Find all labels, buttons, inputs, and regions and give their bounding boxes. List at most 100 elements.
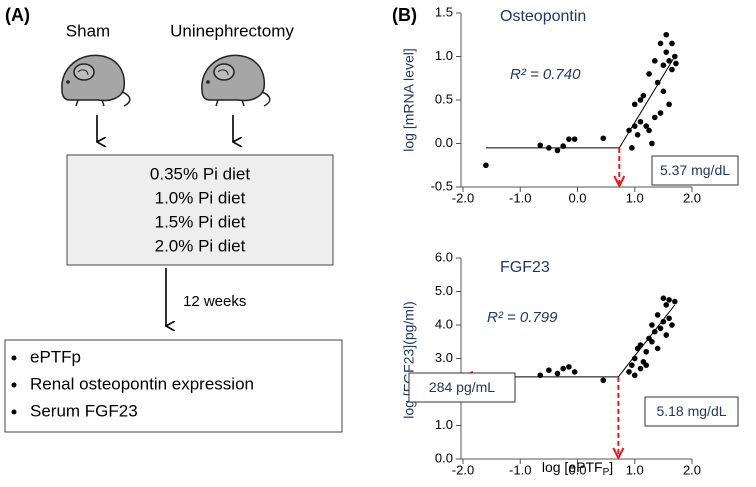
threshold-box — [644, 396, 739, 427]
data-point — [554, 370, 561, 377]
arrow-head — [612, 447, 625, 461]
data-point — [666, 58, 672, 64]
diet: 2.0% Pi diet — [155, 236, 246, 255]
data-point — [643, 349, 649, 355]
data-point — [663, 302, 670, 308]
x-tick-label: -1.0 — [509, 462, 531, 477]
data-point — [546, 367, 552, 374]
bullet — [11, 382, 17, 388]
outcome: Serum FGF23 — [30, 401, 138, 420]
data-point — [637, 118, 644, 125]
arrow-head — [613, 175, 626, 189]
data-point — [566, 136, 572, 142]
data-point — [654, 345, 661, 352]
data-point — [600, 377, 607, 384]
x-tick-label: -1.0 — [509, 190, 531, 205]
data-point — [657, 325, 664, 332]
diet: 1.0% Pi diet — [155, 188, 246, 207]
data-point — [637, 342, 644, 348]
data-point — [651, 114, 658, 121]
x-axis-label: log [ePTFP] — [542, 459, 613, 478]
x-tick-label: 0.0 — [568, 462, 586, 477]
x-axis-label-end: ] — [609, 459, 613, 475]
data-point — [643, 362, 649, 369]
x-tick-label: -2.0 — [452, 190, 474, 205]
data-point — [666, 315, 672, 322]
data-point — [672, 298, 678, 305]
bullet — [11, 355, 17, 361]
x-axis-label-main: log [ePTF — [542, 459, 603, 475]
x-tick-label: 1.0 — [626, 462, 644, 477]
data-point — [646, 127, 652, 134]
x-tick-label: 2.0 — [683, 190, 701, 205]
x-tick-label: 1.0 — [626, 190, 644, 205]
y-tick-label: 0.0 — [435, 450, 453, 465]
data-point — [546, 145, 552, 151]
y-tick-label: 1.0 — [435, 417, 453, 432]
data-point — [626, 127, 632, 134]
mouse-icon — [61, 54, 131, 107]
y-tick-label: 1.0 — [435, 48, 453, 63]
chart-title: Osteopontin — [500, 8, 586, 25]
r-squared: R² = 0.740 — [510, 66, 581, 83]
x-tick-label: -2.0 — [452, 462, 474, 477]
data-point — [554, 147, 561, 154]
data-point — [629, 145, 635, 151]
data-point — [631, 355, 638, 362]
data-point — [654, 79, 661, 86]
threshold-label: 5.18 mg/dL — [656, 403, 726, 419]
data-point — [660, 318, 667, 325]
data-point — [571, 136, 578, 142]
data-point — [657, 40, 664, 47]
threshold-label: 5.37 mg/dL — [660, 162, 730, 178]
data-point — [560, 143, 566, 149]
data-point — [637, 365, 644, 372]
data-point — [666, 101, 672, 108]
data-point — [571, 369, 578, 375]
data-point — [666, 297, 672, 303]
outcome: ePTFp — [30, 347, 81, 366]
data-point — [663, 332, 670, 338]
bullet — [11, 409, 17, 415]
data-point — [626, 369, 632, 375]
data-point — [669, 40, 675, 47]
data-point — [640, 92, 647, 99]
y-tick-label: -0.5 — [431, 178, 453, 193]
data-point — [483, 162, 489, 169]
data-point — [649, 338, 655, 345]
y-tick-label: 4.0 — [435, 316, 453, 331]
data-point — [566, 364, 572, 370]
y-axis-label: log [mRNA level] — [401, 48, 417, 151]
data-point — [673, 60, 679, 67]
threshold-label: 284 pg/mL — [429, 379, 495, 395]
diet: 1.5% Pi diet — [155, 212, 246, 231]
diet: 0.35% Pi diet — [150, 164, 250, 183]
threshold-box — [651, 155, 739, 186]
outcome-list: ePTFp Renal osteopontin expression Serum F… — [11, 347, 254, 420]
data-point — [651, 58, 658, 64]
data-point — [660, 295, 667, 302]
data-point — [631, 123, 638, 129]
data-point — [672, 53, 678, 60]
panel-label: (B) — [392, 5, 417, 25]
data-point — [600, 135, 607, 142]
data-point — [537, 142, 544, 149]
data-point — [669, 66, 675, 73]
y-tick-label: 6.0 — [435, 249, 453, 264]
diet-box — [66, 154, 334, 266]
data-point — [649, 140, 655, 147]
outcome-box — [4, 339, 343, 433]
x-tick-label: 2.0 — [683, 462, 701, 477]
data-point — [646, 71, 652, 77]
data-point — [660, 88, 667, 95]
y-tick-label: 0.0 — [435, 135, 453, 150]
group-label: Uninephrectomy — [170, 21, 294, 40]
data-point — [560, 365, 566, 372]
diet-list: 0.35% Pi diet 1.0% Pi diet 1.5% Pi diet 2.0… — [150, 164, 250, 255]
data-point — [649, 322, 655, 328]
outcome: Renal osteopontin expression — [30, 374, 254, 393]
r-squared: R² = 0.799 — [487, 309, 558, 326]
data-point — [654, 312, 661, 318]
